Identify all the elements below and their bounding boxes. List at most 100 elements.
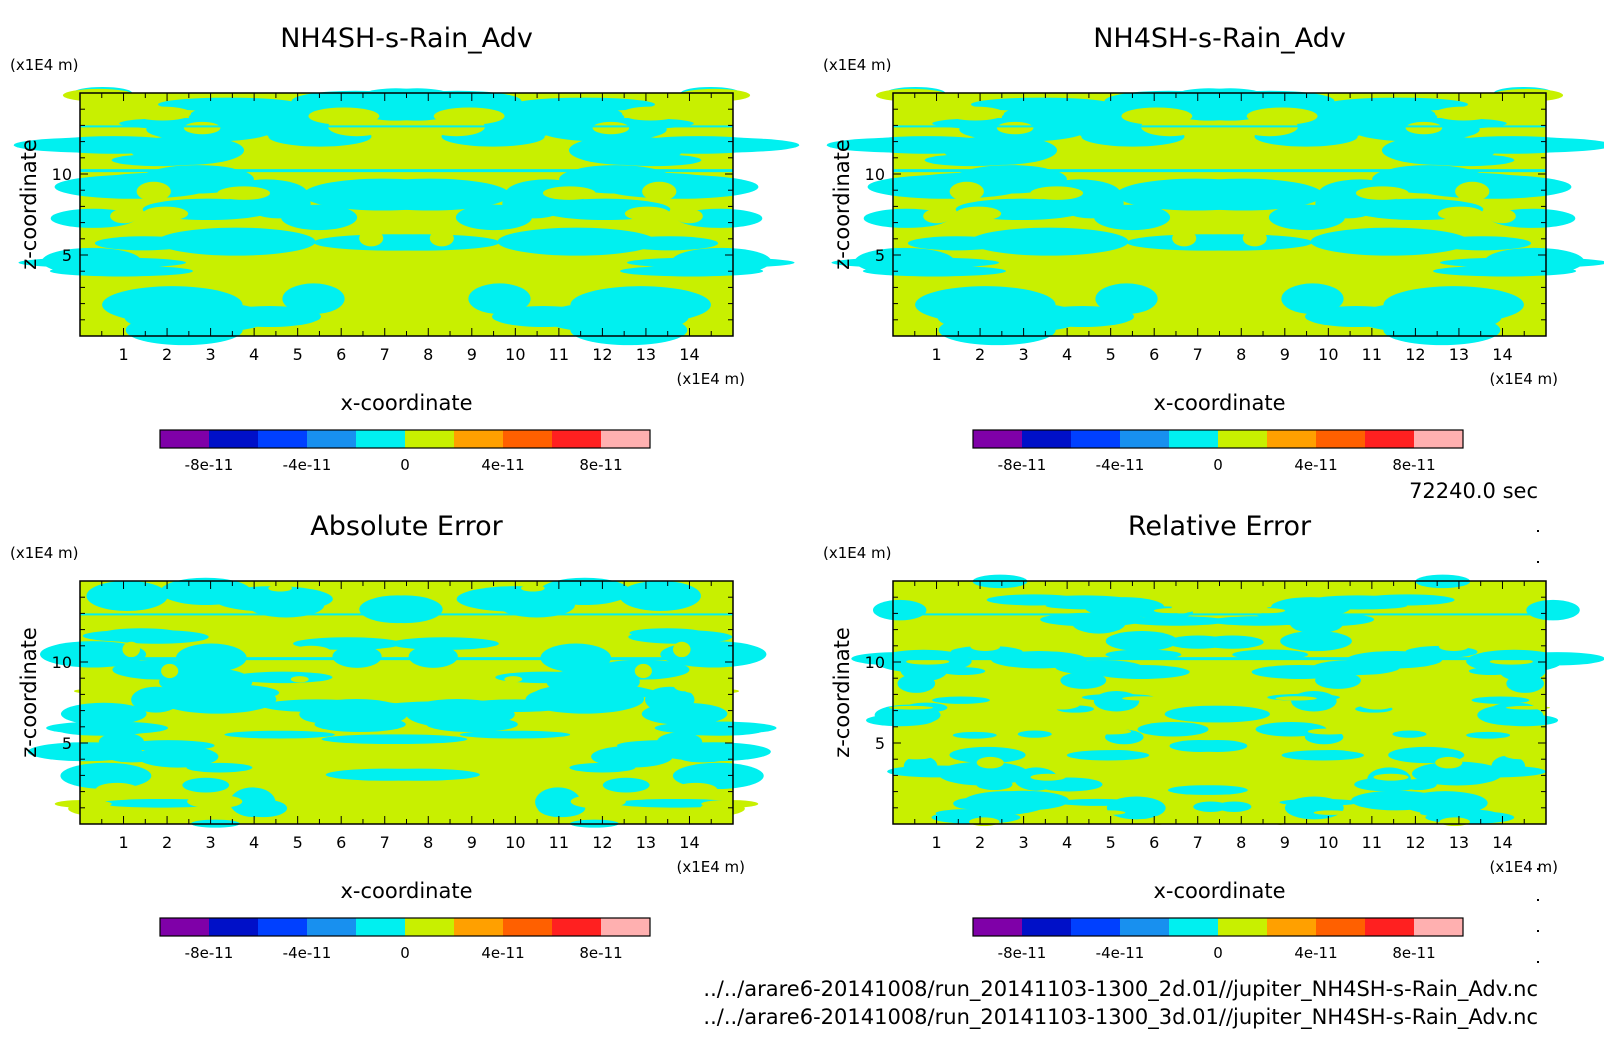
x-tick-label: 4 [249,833,259,852]
contour-patch [46,721,169,735]
colorbar: -8e-11 -4e-11 0 4e-11 8e-11 [159,429,651,474]
colorbar: -8e-11 -4e-11 0 4e-11 8e-11 [159,917,651,962]
contour-patch [1137,722,1209,737]
colorbar-tick-label: 4e-11 [1294,944,1337,962]
contour-patch [149,686,223,697]
contour-patch [943,135,1058,165]
colorbar-swatch [1218,918,1267,936]
contour-patch [626,257,795,268]
contour-patch [1164,178,1323,211]
x-tick-label: 9 [467,345,477,364]
y-tick-label: 5 [875,734,885,753]
colorbar-swatch [405,918,454,936]
contour-patch [136,181,171,202]
contour-patch [308,107,380,125]
colorbar-tick-label: 4e-11 [1294,456,1337,474]
contour-patch [1304,306,1408,328]
contour-patch [490,768,542,774]
contour-patch [108,752,157,763]
contour-band [893,169,1546,173]
contour-patch [60,762,152,789]
x-tick-label: 13 [1449,345,1469,364]
x-tick-label: 12 [1405,833,1425,852]
contour-patch [1121,107,1193,125]
contour-patch [831,257,1000,268]
contour-patch [13,137,168,153]
colorbar-swatch [209,918,258,936]
contour-patch [507,749,526,755]
contour-patch [429,230,454,247]
contour-patch [408,645,458,668]
x-tick-label: 13 [1449,833,1469,852]
contour-patch [955,206,1002,221]
contour-patch [358,768,480,781]
x-tick-label: 9 [467,833,477,852]
contour-patch [460,699,570,713]
colorbar-swatch [1169,430,1218,448]
contour-band [893,657,1546,661]
contour-patch [1090,810,1126,815]
x-tick-label: 13 [636,833,656,852]
colorbar-swatch [552,918,601,936]
contour-patch [39,641,147,668]
contour-patch [1468,667,1514,676]
contour-patch [600,174,759,199]
contour-patch [592,121,630,135]
contour-patch [1002,607,1018,618]
contour-patch [62,88,135,102]
contour-patch [542,186,596,200]
contour-patch [872,599,927,621]
x-tick-label: 8 [1236,345,1246,364]
contour-patch [624,206,671,221]
contour-patch [976,779,1013,791]
contour-patch [1309,602,1408,610]
x-tick-label: 4 [1062,833,1072,852]
colorbar-swatch [1022,430,1071,448]
colorbar-swatch [454,918,503,936]
contour-patch [700,801,745,816]
contour-patch [673,680,696,692]
contour-patch [95,782,139,798]
contour-patch [1435,106,1493,121]
colorbar: -8e-11 -4e-11 0 4e-11 8e-11 [972,917,1464,962]
file-path-2d: ../../arare6-20141008/run_20141103-1300_… [703,977,1538,1002]
contour-patch [287,749,306,755]
x-tick-label: 11 [1362,833,1382,852]
contour-patch [897,674,936,693]
contour-patch [491,306,595,328]
colorbar-swatch [1267,430,1316,448]
x-axis-label: x-coordinate [340,391,472,415]
colorbar-tick-label: 4e-11 [481,944,524,962]
contour-patch [672,641,691,658]
colorbar-tick-label: -8e-11 [998,944,1047,962]
colorbar-tick-label: 0 [1213,456,1223,474]
contour-patch [1272,815,1288,826]
contour-patch [1439,257,1604,268]
contour-patch [269,257,330,274]
x-tick-label: 4 [249,345,259,364]
colorbar-swatch [1120,918,1169,936]
contour-patch [674,782,718,798]
x-axis-label: x-coordinate [340,879,472,903]
contour-patch [271,636,288,650]
contour-patch [1392,730,1427,738]
contour-patch [570,314,688,346]
colorbar-swatch [1218,430,1267,448]
contour-patch [1355,186,1409,200]
contour-patch [940,667,986,676]
chart-title: Absolute Error [310,511,503,542]
y-tick-label: 10 [865,165,885,184]
contour-patch [142,206,189,221]
contour-patch [157,227,316,256]
contour-band [80,657,733,661]
contour-patch [619,580,701,612]
contour-patch [498,592,575,618]
colorbar-frame [972,917,1464,937]
x-tick-label: 8 [1236,833,1246,852]
contour-field [826,86,1604,346]
contour-patch [183,121,221,135]
contour-patch [826,137,981,153]
contour-patch [229,787,276,817]
contour-patch [359,595,436,624]
contour-patch [1315,672,1361,689]
